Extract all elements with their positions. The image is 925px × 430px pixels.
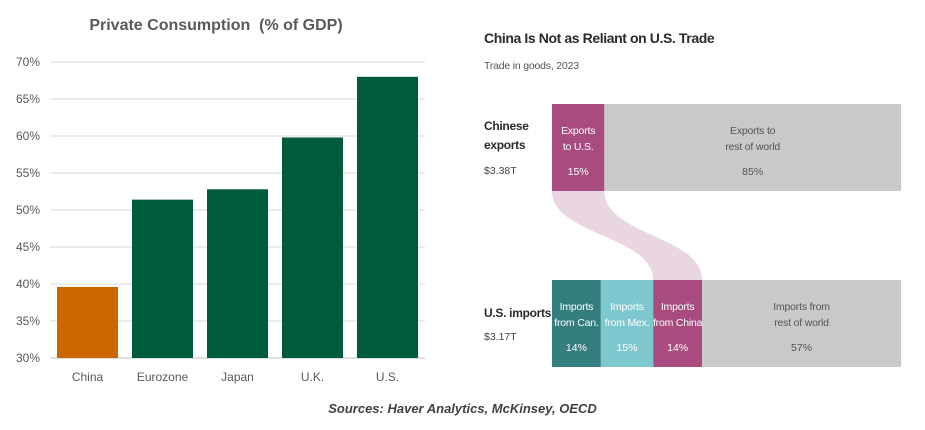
segment-imports-from-china (653, 280, 703, 367)
trade-chart-subtitle: Trade in goods, 2023 (484, 60, 579, 72)
segment-imports-from-mexico (600, 280, 654, 367)
segment-percent: 14% (566, 342, 587, 354)
segment-label: Exports (561, 125, 595, 137)
bar-china (57, 286, 118, 358)
segment-label: Imports (610, 301, 644, 313)
segment-exports-to-us (552, 104, 605, 191)
row-total: $3.38T (484, 165, 517, 177)
row-label-line2: exports (484, 138, 526, 152)
sources-note: Sources: Haver Analytics, McKinsey, OECD (328, 401, 597, 416)
segment-label: Imports (661, 301, 695, 313)
segment-percent: 15% (617, 342, 638, 354)
segment-label: rest of world (774, 317, 829, 329)
private-consumption-svg: Private Consumption (% of GDP) 30% 35% 40%… (16, 17, 425, 384)
segment-percent: 85% (742, 166, 763, 178)
segment-label: Exports to (730, 125, 776, 137)
bar-us (357, 76, 418, 359)
row-label: Chinese (484, 119, 529, 133)
private-consumption-chart: Private Consumption (% of GDP) 30% 35% 40%… (0, 0, 440, 400)
segment-percent: 14% (667, 342, 688, 354)
bar-japan (207, 189, 268, 358)
segment-label: from Mex. (605, 317, 650, 329)
trade-reliance-chart: China Is Not as Reliant on U.S. Trade Tr… (470, 0, 925, 400)
segment-label: to U.S. (563, 141, 594, 153)
x-tick-label: China (72, 370, 104, 384)
segment-label: Imports from (773, 301, 830, 313)
x-tick-label: Eurozone (137, 370, 189, 384)
y-tick-label: 35% (16, 314, 40, 328)
segment-label: from Can. (554, 317, 598, 329)
segment-percent: 57% (791, 342, 812, 354)
y-tick-label: 45% (16, 240, 40, 254)
segment-imports-from-rest (702, 280, 901, 367)
y-tick-label: 70% (16, 55, 40, 69)
segment-imports-from-canada (552, 280, 601, 367)
segment-exports-to-rest (604, 104, 901, 191)
segment-label: from China (653, 317, 703, 329)
y-tick-label: 55% (16, 166, 40, 180)
bar-eurozone (132, 199, 193, 358)
y-tick-label: 30% (16, 351, 40, 365)
y-tick-label: 40% (16, 277, 40, 291)
bar-uk (282, 137, 343, 358)
x-tick-label: U.K. (301, 370, 324, 384)
x-tick-label: U.S. (376, 370, 399, 384)
row-label: U.S. imports (484, 306, 552, 320)
y-tick-label: 60% (16, 129, 40, 143)
y-tick-label: 65% (16, 92, 40, 106)
row-total: $3.17T (484, 331, 517, 343)
segment-label: rest of world (725, 141, 780, 153)
china-us-flow-ribbon (552, 191, 703, 280)
y-tick-label: 50% (16, 203, 40, 217)
trade-reliance-svg: China Is Not as Reliant on U.S. Trade Tr… (484, 30, 901, 367)
trade-chart-title: China Is Not as Reliant on U.S. Trade (484, 30, 715, 46)
chart-title: Private Consumption (% of GDP) (89, 17, 342, 34)
segment-label: Imports (560, 301, 594, 313)
x-tick-label: Japan (221, 370, 254, 384)
segment-percent: 15% (568, 166, 589, 178)
